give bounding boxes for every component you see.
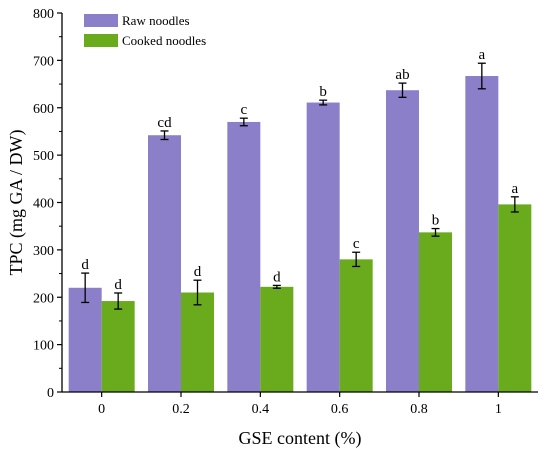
bar-raw-4 [386, 90, 419, 392]
error-bar [477, 62, 486, 90]
y-tick-label: 300 [33, 244, 54, 259]
significance-label: a [511, 181, 518, 197]
error-bar [81, 272, 90, 304]
error-bar [193, 279, 202, 306]
bar-cooked-1 [181, 292, 214, 392]
x-axis-title: GSE content (%) [239, 428, 362, 449]
bar-raw-0 [68, 287, 102, 392]
y-tick-label: 100 [33, 339, 54, 354]
error-bar [272, 284, 281, 289]
x-tick-label: 0.6 [331, 402, 349, 417]
x-tick-label: 0.8 [410, 402, 428, 417]
bar-raw-3 [306, 102, 340, 392]
error-bar [160, 130, 169, 141]
significance-label: d [194, 264, 202, 280]
significance-label: c [240, 102, 247, 118]
bar-cooked-5 [498, 204, 532, 392]
x-tick-label: 1 [495, 402, 502, 417]
bar-cooked-0 [101, 301, 135, 392]
bar-cooked-4 [419, 232, 452, 392]
y-tick-label: 400 [33, 197, 54, 212]
y-tick-label: 700 [33, 54, 54, 69]
error-bar [114, 292, 123, 310]
legend-swatch-1 [84, 34, 118, 47]
bar-cooked-2 [260, 286, 294, 392]
x-tick-label: 0.4 [252, 402, 270, 417]
axes-layer: 0 100 200 300 400 500 600 700 800 0 0.2 0.4 0.6 0.8 1 [33, 7, 538, 417]
y-tick-label: 600 [33, 102, 54, 117]
y-axis-title: TPC (mg GA / DW) [6, 129, 27, 275]
x-tick-label: 0 [98, 402, 105, 417]
legend: Raw noodles Cooked noodles [84, 13, 206, 48]
error-bars-layer [81, 62, 519, 310]
bar-raw-1 [148, 135, 181, 393]
significance-label: d [81, 257, 89, 273]
significance-labels-layer: d cd c b ab a d d d c b a [81, 47, 518, 293]
error-bar [319, 99, 328, 106]
bars-layer [68, 76, 532, 393]
error-bar [431, 227, 440, 237]
y-tick-label: 800 [33, 7, 54, 22]
bar-cooked-3 [339, 259, 373, 392]
legend-label-1: Cooked noodles [122, 33, 206, 48]
error-bar [510, 196, 519, 213]
significance-label: d [114, 277, 122, 293]
bar-raw-5 [465, 76, 499, 392]
significance-label: a [478, 47, 485, 63]
error-bar [352, 251, 361, 268]
legend-label-0: Raw noodles [122, 13, 190, 28]
legend-swatch-0 [84, 14, 118, 27]
bar-raw-2 [227, 121, 261, 393]
significance-label: ab [395, 67, 409, 83]
significance-label: cd [157, 115, 172, 131]
y-tick-label: 200 [33, 291, 54, 306]
significance-label: d [273, 269, 281, 285]
significance-label: b [432, 213, 440, 229]
significance-label: c [353, 236, 360, 252]
x-tick-label: 0.2 [172, 402, 190, 417]
y-tick-label: 500 [33, 149, 54, 164]
significance-label: b [319, 84, 327, 100]
y-tick-label: 0 [47, 386, 54, 401]
error-bar [239, 117, 248, 127]
error-bar [398, 82, 407, 98]
